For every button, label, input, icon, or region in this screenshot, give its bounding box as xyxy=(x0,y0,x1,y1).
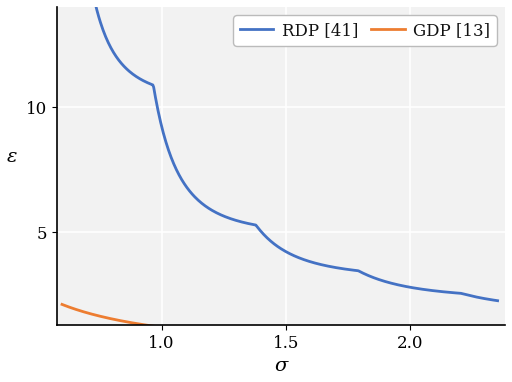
Y-axis label: ε: ε xyxy=(7,148,17,166)
Legend: RDP [41], GDP [13]: RDP [41], GDP [13] xyxy=(233,15,497,45)
X-axis label: σ: σ xyxy=(274,357,288,375)
